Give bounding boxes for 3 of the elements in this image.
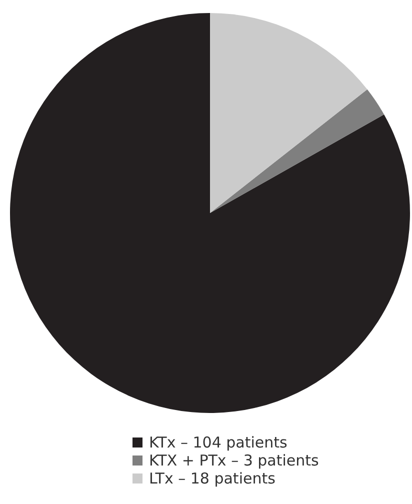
legend-label: KTX + PTx – 3 patients xyxy=(149,452,320,470)
legend-label: LTx – 18 patients xyxy=(149,470,276,488)
legend-label: KTx – 104 patients xyxy=(149,434,288,452)
